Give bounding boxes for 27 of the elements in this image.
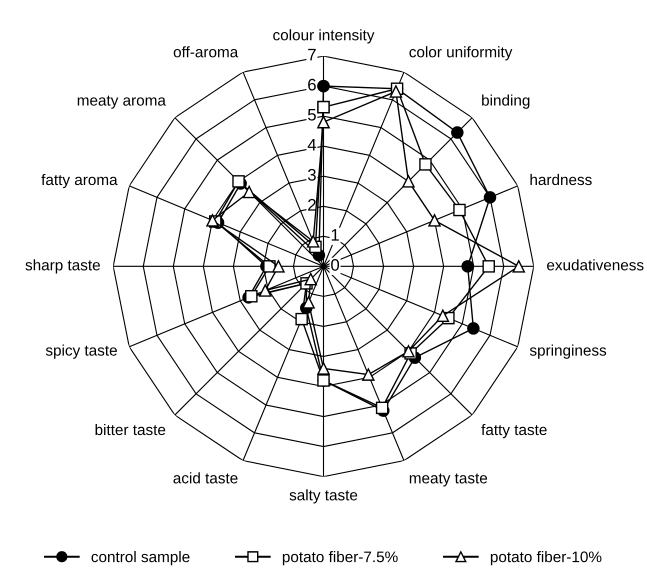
- y-tick-label: 6: [308, 78, 316, 91]
- y-tick-label: 5: [308, 108, 316, 121]
- spoke-label: binding: [482, 94, 530, 109]
- legend-label: potato fiber-7.5%: [282, 551, 398, 566]
- spoke-label: fatty aroma: [41, 174, 118, 188]
- spoke-label: fatty taste: [481, 424, 547, 438]
- spoke-label: color uniformity: [409, 46, 512, 60]
- y-tick-label: 3: [308, 168, 316, 181]
- spoke-label: colour intensity: [273, 29, 374, 44]
- spoke-label: spicy taste: [46, 344, 117, 359]
- spoke-label: salty taste: [290, 489, 358, 504]
- spoke-label: acid taste: [173, 472, 238, 484]
- spoke-label: sharp taste: [25, 259, 100, 274]
- y-tick-label: 0: [331, 259, 340, 271]
- y-tick-label: 4: [308, 139, 316, 150]
- spoke-label: meaty aroma: [78, 96, 166, 109]
- spoke-label: meaty taste: [410, 473, 488, 487]
- y-tick-label: 1: [332, 229, 339, 241]
- spoke-label: springiness: [530, 344, 606, 359]
- y-tick-label: 7: [308, 48, 316, 60]
- legend-label: potato fiber-10%: [490, 551, 602, 566]
- spoke-label: exudativeness: [547, 259, 644, 270]
- spoke-label: hardness: [530, 174, 592, 186]
- legend-label: control sample: [92, 551, 190, 566]
- spoke-label: off-aroma: [174, 46, 238, 58]
- spoke-label: bitter taste: [96, 424, 166, 436]
- y-tick-label: 2: [308, 198, 316, 211]
